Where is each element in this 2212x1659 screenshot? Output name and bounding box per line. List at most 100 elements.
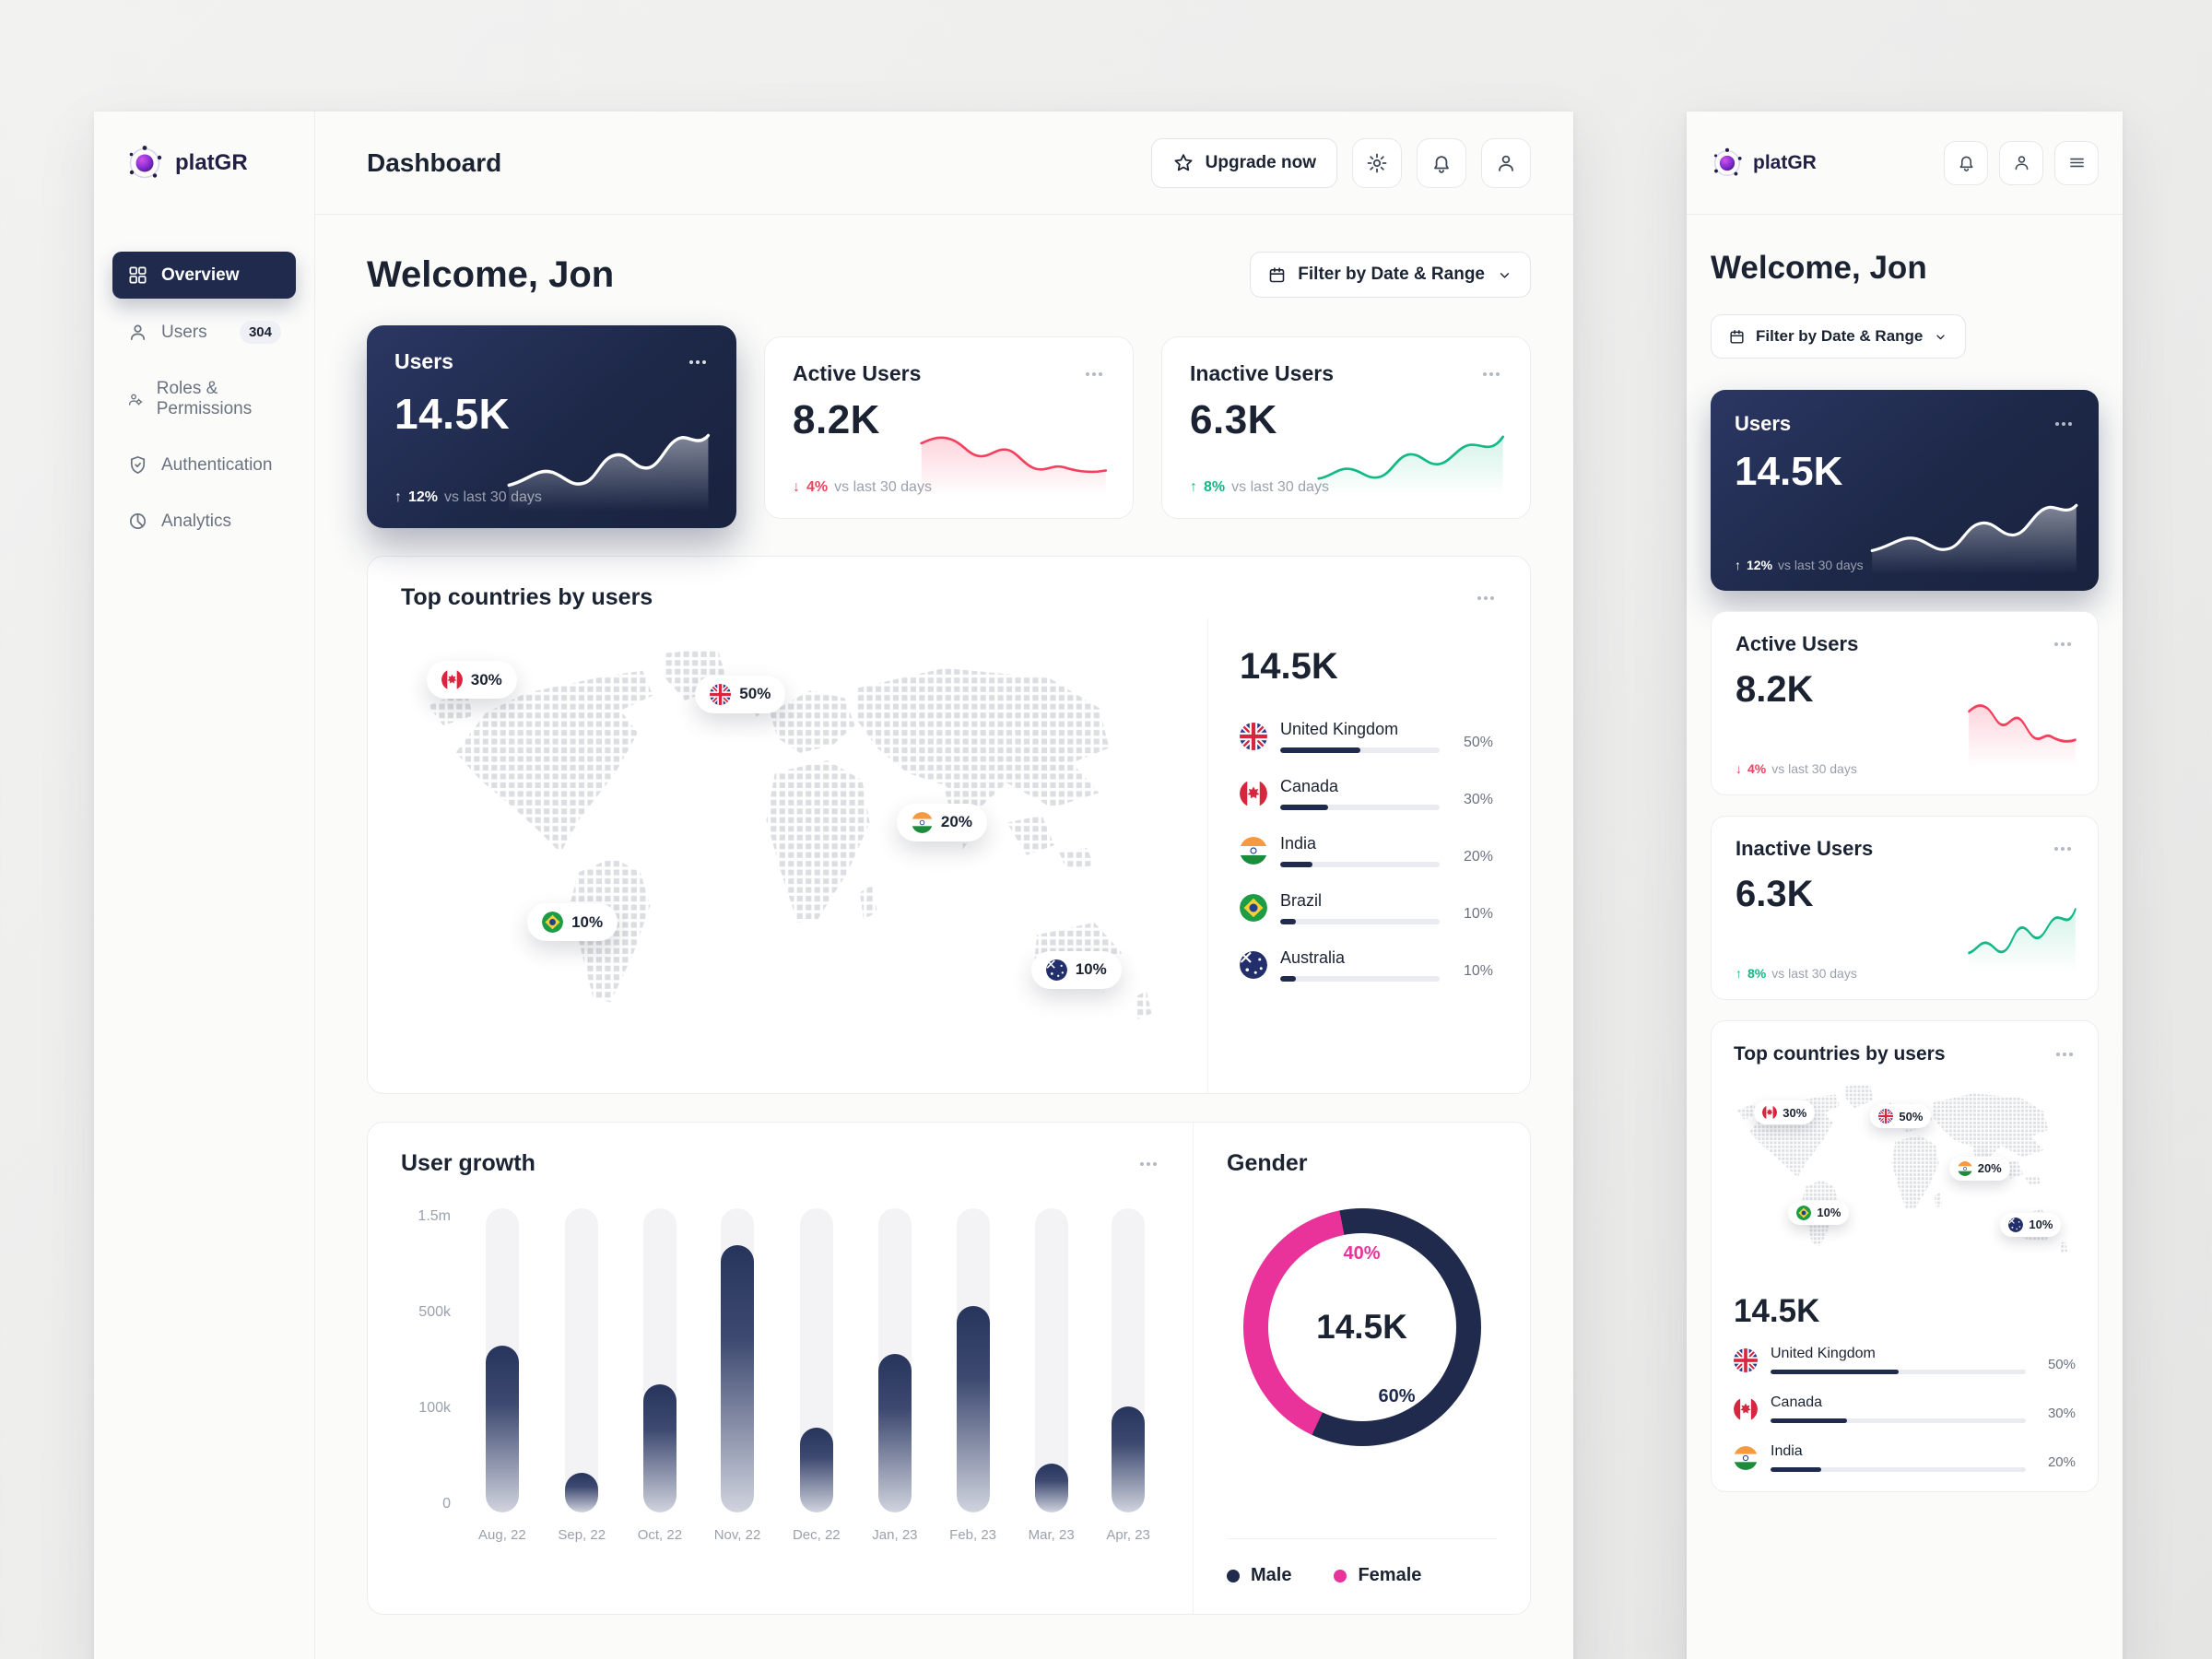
- filter-label: Filter by Date & Range: [1756, 327, 1924, 345]
- card-menu-button[interactable]: [2053, 1043, 2076, 1065]
- filter-date-range-button[interactable]: Filter by Date & Range: [1250, 252, 1531, 298]
- uk-flag-icon: [1734, 1348, 1758, 1372]
- map-marker-australia: 10%: [1030, 950, 1122, 989]
- gender-legend: Male Female: [1227, 1538, 1497, 1586]
- sidebar-item-overview[interactable]: Overview: [112, 252, 296, 299]
- card-menu-button[interactable]: [1480, 363, 1502, 385]
- country-row: Brazil 10%: [1240, 879, 1493, 936]
- sidebar-item-authentication[interactable]: Authentication: [112, 441, 296, 488]
- brazil-flag-icon: [1240, 894, 1267, 922]
- card-menu-button[interactable]: [1137, 1153, 1159, 1175]
- world-map-chart: [428, 648, 1152, 1020]
- country-row: United Kingdom 50%: [1240, 708, 1493, 765]
- stat-delta-note: ↓ 4% vs last 30 days: [793, 479, 932, 495]
- card-menu-button[interactable]: [687, 351, 709, 373]
- sidebar-nav: Overview Users 304 Roles & Permissions A…: [94, 252, 314, 545]
- bar-column: Oct, 22: [638, 1208, 682, 1543]
- countries-stats: 14.5K United Kingdom 50%: [1207, 618, 1530, 1093]
- user-icon: [127, 322, 148, 343]
- sidebar-item-users[interactable]: Users 304: [112, 308, 296, 357]
- stat-card-inactive-users: Inactive Users 6.3K ↑ 8% vs last 30 days: [1161, 336, 1531, 519]
- sidebar-item-roles-permissions[interactable]: Roles & Permissions: [112, 366, 296, 432]
- country-row: Canada 30%: [1240, 765, 1493, 822]
- upgrade-label: Upgrade now: [1205, 152, 1316, 172]
- country-row: India 20%: [1734, 1433, 2076, 1482]
- map-marker-united-kingdom: 50%: [1870, 1104, 1932, 1129]
- card-menu-button[interactable]: [2052, 633, 2074, 655]
- inactive-users-sparkline-chart: [1316, 435, 1504, 496]
- map-marker-canada: 30%: [426, 661, 517, 700]
- legend-male: Male: [1227, 1565, 1291, 1586]
- stat-title: Active Users: [1735, 632, 1859, 655]
- mobile-header-actions: [1944, 140, 2099, 185]
- map-marker-brazil: 10%: [1788, 1200, 1850, 1225]
- countries-total: 14.5K: [1240, 646, 1338, 687]
- users-count-badge: 304: [239, 321, 281, 344]
- female-percent-label: 40%: [1343, 1243, 1381, 1264]
- brazil-flag-icon: [1796, 1206, 1811, 1220]
- top-countries-card: Top countries by users 30% 50%: [367, 556, 1531, 1094]
- grid-icon: [127, 265, 148, 286]
- shield-icon: [127, 454, 148, 476]
- bell-icon: [1957, 153, 1976, 172]
- card-menu-button[interactable]: [1475, 587, 1497, 609]
- india-flag-icon: [912, 812, 933, 833]
- notifications-button[interactable]: [1944, 140, 1988, 185]
- settings-button[interactable]: [1352, 137, 1402, 188]
- india-flag-icon: [1958, 1161, 1972, 1176]
- stat-delta-note: ↓ 4% vs last 30 days: [1735, 761, 1857, 776]
- card-title: User growth: [401, 1150, 535, 1176]
- canada-flag-icon: [1734, 1397, 1758, 1421]
- person-icon: [2012, 153, 2031, 172]
- filter-label: Filter by Date & Range: [1298, 265, 1485, 284]
- stat-delta-note: ↑ 8% vs last 30 days: [1190, 479, 1329, 495]
- bar-column: Jan, 23: [872, 1208, 918, 1543]
- stat-title: Inactive Users: [1735, 837, 1874, 860]
- logo: platGR: [1711, 147, 1817, 180]
- world-map: 30% 50% 20% 10%: [368, 618, 1207, 1093]
- active-users-sparkline-chart: [1968, 704, 2077, 767]
- mobile-app-window: platGR Welcome, Jon Filter by Date & Ran…: [1687, 112, 2123, 1659]
- brand-logo-icon: [125, 144, 164, 182]
- person-icon: [1495, 152, 1517, 174]
- card-title: Top countries by users: [1734, 1043, 1946, 1065]
- users-sparkline-chart: [1870, 503, 2078, 574]
- australia-flag-icon: [1240, 951, 1267, 979]
- country-row: Canada 30%: [1734, 1384, 2076, 1433]
- stat-title: Inactive Users: [1190, 361, 1334, 385]
- sidebar-item-label: Analytics: [161, 511, 232, 531]
- stat-card-users: Users 14.5K ↑ 12% vs last 30 days: [1711, 390, 2099, 591]
- map-marker-india: 20%: [896, 803, 987, 841]
- bar-column: Aug, 22: [478, 1208, 526, 1543]
- bar-column: Apr, 23: [1106, 1208, 1150, 1543]
- user-growth-section: User growth 1.5m 500k 100k 0: [368, 1123, 1193, 1614]
- card-menu-button[interactable]: [2052, 838, 2074, 860]
- uk-flag-icon: [1878, 1109, 1893, 1124]
- stat-value: 6.3K: [1735, 874, 1814, 914]
- card-menu-button[interactable]: [2053, 413, 2075, 435]
- sidebar-item-label: Users: [161, 322, 207, 342]
- map-marker-canada: 30%: [1754, 1100, 1816, 1125]
- active-users-sparkline-chart: [919, 436, 1107, 496]
- filter-date-range-button[interactable]: Filter by Date & Range: [1711, 314, 1967, 359]
- notifications-button[interactable]: [1417, 137, 1466, 188]
- mobile-content: Welcome, Jon Filter by Date & Range User…: [1687, 215, 2123, 1527]
- profile-button[interactable]: [1999, 140, 2043, 185]
- chevron-down-icon: [1933, 329, 1948, 345]
- male-dot: [1227, 1569, 1240, 1583]
- upgrade-button[interactable]: Upgrade now: [1150, 137, 1337, 188]
- stat-title: Active Users: [793, 361, 922, 385]
- australia-flag-icon: [1046, 959, 1067, 981]
- logo: platGR: [94, 112, 314, 215]
- chevron-down-icon: [1496, 266, 1513, 284]
- calendar-icon: [1728, 328, 1746, 346]
- inactive-users-sparkline-chart: [1968, 908, 2077, 971]
- canada-flag-icon: [1762, 1105, 1777, 1120]
- brand-name: platGR: [1753, 151, 1817, 173]
- menu-button[interactable]: [2054, 140, 2099, 185]
- map-marker-brazil: 10%: [527, 903, 618, 941]
- card-menu-button[interactable]: [1083, 363, 1105, 385]
- sidebar-item-analytics[interactable]: Analytics: [112, 498, 296, 545]
- profile-button[interactable]: [1481, 137, 1531, 188]
- india-flag-icon: [1734, 1446, 1758, 1470]
